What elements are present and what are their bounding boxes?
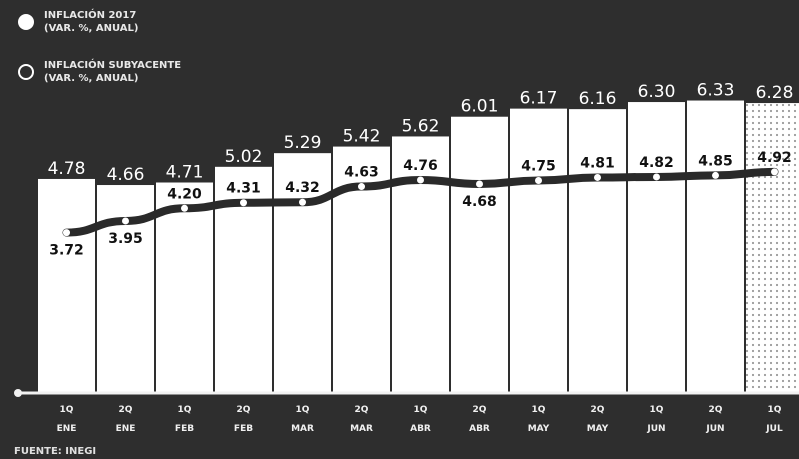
tick-label-9-q: 2Q <box>591 405 605 415</box>
core-point-1 <box>122 217 129 224</box>
bar-label-8: 6.17 <box>520 89 558 109</box>
tick-label-1-month: ENE <box>116 424 136 434</box>
tick-label-9-month: MAY <box>587 424 609 434</box>
legend-core-label-1: INFLACIÓN SUBYACENTE <box>44 58 181 71</box>
legend: INFLACIÓN 2017 (VAR. %, ANUAL) INFLACIÓN… <box>18 8 181 84</box>
tick-label-12-q: 1Q <box>768 405 782 415</box>
bar-12 <box>746 103 799 393</box>
x-axis-ticks: 1Q ENE 2Q ENE 1Q FEB 2Q FEB 1Q MAR 2Q MAR 1Q ABR 2Q ABR… <box>57 405 783 434</box>
bar-label-12: 6.28 <box>756 83 794 103</box>
bar-series <box>38 101 799 393</box>
tick-label-7-month: ABR <box>469 424 490 434</box>
bar-7 <box>451 117 508 393</box>
tick-label-0-q: 1Q <box>60 405 74 415</box>
core-point-4 <box>299 199 306 206</box>
bar-label-4: 5.29 <box>284 133 322 153</box>
core-label-11: 4.85 <box>698 153 733 169</box>
bar-label-3: 5.02 <box>225 147 263 167</box>
core-label-10: 4.82 <box>639 155 674 171</box>
tick-label-8-month: MAY <box>528 424 550 434</box>
bar-8 <box>510 109 567 393</box>
tick-label-2-q: 1Q <box>178 405 192 415</box>
core-label-4: 4.32 <box>285 180 320 196</box>
bar-0 <box>38 179 95 393</box>
legend-core-marker <box>19 65 33 79</box>
core-label-6: 4.76 <box>403 158 438 174</box>
core-point-2 <box>181 205 188 212</box>
tick-label-5-month: MAR <box>350 424 373 434</box>
tick-label-0-month: ENE <box>57 424 77 434</box>
tick-label-3-q: 2Q <box>237 405 251 415</box>
tick-label-8-q: 1Q <box>532 405 546 415</box>
legend-inflation-label-1: INFLACIÓN 2017 <box>44 8 136 21</box>
bar-label-2: 4.71 <box>166 163 204 183</box>
bar-label-7: 6.01 <box>461 97 499 117</box>
tick-label-6-month: ABR <box>410 424 431 434</box>
core-point-6 <box>417 176 424 183</box>
core-point-0 <box>63 229 70 236</box>
tick-label-6-q: 1Q <box>414 405 428 415</box>
bar-label-1: 4.66 <box>107 165 145 185</box>
baseline-dot <box>14 389 22 397</box>
tick-label-10-month: JUN <box>646 424 665 434</box>
bar-label-10: 6.30 <box>638 82 676 102</box>
core-label-0: 3.72 <box>49 243 84 259</box>
legend-inflation-label-2: (VAR. %, ANUAL) <box>44 23 138 34</box>
tick-label-10-q: 1Q <box>650 405 664 415</box>
core-point-5 <box>358 183 365 190</box>
tick-label-4-month: MAR <box>291 424 314 434</box>
bar-6 <box>392 136 449 393</box>
bar-label-5: 5.42 <box>343 127 381 147</box>
core-label-9: 4.81 <box>580 155 615 171</box>
tick-label-11-month: JUN <box>705 424 724 434</box>
tick-label-1-q: 2Q <box>119 405 133 415</box>
core-label-8: 4.75 <box>521 158 556 174</box>
tick-label-12-month: JUL <box>765 424 783 434</box>
legend-inflation-marker <box>18 14 34 30</box>
tick-label-5-q: 2Q <box>355 405 369 415</box>
core-label-2: 4.20 <box>167 186 202 202</box>
core-point-12 <box>771 168 778 175</box>
bar-11 <box>687 101 744 393</box>
core-label-7: 4.68 <box>462 194 497 210</box>
tick-label-3-month: FEB <box>234 424 253 434</box>
core-label-5: 4.63 <box>344 165 379 181</box>
tick-label-11-q: 2Q <box>709 405 723 415</box>
bar-label-0: 4.78 <box>48 159 86 179</box>
tick-label-7-q: 2Q <box>473 405 487 415</box>
core-point-11 <box>712 172 719 179</box>
core-label-3: 4.31 <box>226 181 261 197</box>
core-point-7 <box>476 181 483 188</box>
legend-core-label-2: (VAR. %, ANUAL) <box>44 73 138 84</box>
core-point-3 <box>240 199 247 206</box>
bar-10 <box>628 102 685 393</box>
bar-label-11: 6.33 <box>697 81 735 101</box>
core-point-10 <box>653 173 660 180</box>
tick-label-2-month: FEB <box>175 424 194 434</box>
bar-label-6: 5.62 <box>402 116 440 136</box>
core-point-8 <box>535 177 542 184</box>
source-note: FUENTE: INEGI <box>14 446 96 457</box>
core-label-1: 3.95 <box>108 231 143 247</box>
tick-label-4-q: 1Q <box>296 405 310 415</box>
core-point-9 <box>594 174 601 181</box>
core-label-12: 4.92 <box>757 150 792 166</box>
bar-9 <box>569 109 626 393</box>
bar-label-9: 6.16 <box>579 89 617 109</box>
